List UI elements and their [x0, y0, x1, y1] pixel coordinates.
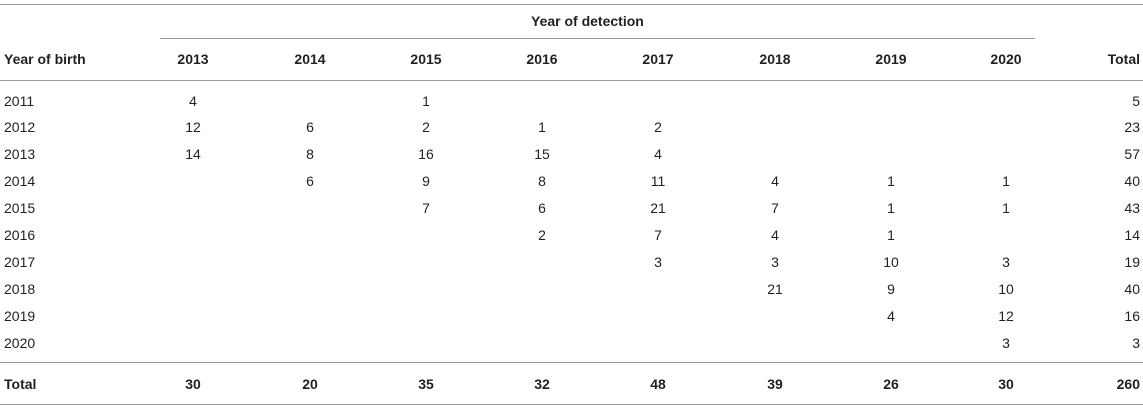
- table-cell: 21: [767, 281, 783, 297]
- row-total: 40: [1124, 281, 1140, 297]
- column-header-2019: 2019: [875, 51, 907, 67]
- table-cell: 9: [887, 281, 895, 297]
- table-cell: 7: [771, 200, 779, 216]
- column-header-2013: 2013: [177, 51, 209, 67]
- row-header: Year of birth: [4, 51, 86, 67]
- row-label: 2011: [4, 93, 35, 109]
- table-cell: 3: [771, 254, 779, 270]
- table-cell: 12: [998, 308, 1014, 324]
- totals-label: Total: [4, 376, 37, 392]
- row-total: 5: [1132, 93, 1140, 109]
- row-total: 19: [1124, 254, 1140, 270]
- table-cell: 4: [771, 173, 779, 189]
- column-total: 48: [650, 376, 666, 392]
- row-label: 2017: [4, 254, 36, 270]
- table-cell: 6: [306, 119, 314, 135]
- table-cell: 3: [1002, 335, 1010, 351]
- row-label: 2012: [4, 119, 36, 135]
- column-header-2018: 2018: [759, 51, 791, 67]
- total-header: Total: [1107, 51, 1140, 67]
- column-total: 32: [534, 376, 550, 392]
- table-cell: 2: [538, 227, 546, 243]
- table-cell: 10: [883, 254, 899, 270]
- table-cell: 16: [418, 146, 434, 162]
- table-cell: 21: [650, 200, 666, 216]
- row-label: 2018: [4, 281, 36, 297]
- table-cell: 1: [1002, 200, 1010, 216]
- column-header-2020: 2020: [990, 51, 1022, 67]
- table-cell: 4: [771, 227, 779, 243]
- table-cell: 6: [306, 173, 314, 189]
- table-cell: 3: [654, 254, 662, 270]
- table-cell: 7: [422, 200, 430, 216]
- table-cell: 7: [654, 227, 662, 243]
- row-label: 2014: [4, 173, 36, 189]
- column-header-2017: 2017: [642, 51, 674, 67]
- grand-total: 260: [1116, 376, 1140, 392]
- table-cell: 15: [534, 146, 550, 162]
- table-cell: 11: [650, 173, 666, 189]
- row-total: 43: [1124, 200, 1140, 216]
- row-total: 3: [1132, 335, 1140, 351]
- column-total: 30: [185, 376, 201, 392]
- column-total: 30: [998, 376, 1014, 392]
- table-cell: 4: [189, 93, 197, 109]
- table-cell: 12: [185, 119, 201, 135]
- table-cell: 6: [538, 200, 546, 216]
- group-header: Year of detection: [531, 13, 644, 29]
- row-total: 16: [1124, 308, 1140, 324]
- row-label: 2016: [4, 227, 36, 243]
- row-total: 23: [1124, 119, 1140, 135]
- table-cell: 1: [422, 93, 430, 109]
- table-cell: 9: [422, 173, 430, 189]
- table-cell: 1: [887, 173, 895, 189]
- row-label: 2015: [4, 200, 36, 216]
- column-total: 26: [883, 376, 899, 392]
- row-label: 2019: [4, 308, 36, 324]
- row-label: 2020: [4, 335, 36, 351]
- bottom-rule: [0, 404, 1143, 405]
- row-label: 2013: [4, 146, 36, 162]
- table-cell: 4: [654, 146, 662, 162]
- column-header-2015: 2015: [410, 51, 442, 67]
- column-total: 39: [767, 376, 783, 392]
- table-cell: 14: [185, 146, 201, 162]
- group-subrule: [160, 38, 1035, 39]
- table-cell: 4: [887, 308, 895, 324]
- top-rule: [0, 4, 1143, 5]
- row-total: 14: [1124, 227, 1140, 243]
- table-cell: 10: [998, 281, 1014, 297]
- header-rule: [0, 80, 1143, 81]
- table-cell: 1: [887, 227, 895, 243]
- row-total: 40: [1124, 173, 1140, 189]
- table-cell: 8: [538, 173, 546, 189]
- table-cell: 1: [1002, 173, 1010, 189]
- totals-rule: [0, 362, 1143, 363]
- table-cell: 3: [1002, 254, 1010, 270]
- column-header-2016: 2016: [526, 51, 558, 67]
- column-total: 35: [418, 376, 434, 392]
- table-cell: 1: [538, 119, 546, 135]
- row-total: 57: [1124, 146, 1140, 162]
- table-cell: 2: [654, 119, 662, 135]
- column-total: 20: [302, 376, 318, 392]
- table-cell: 8: [306, 146, 314, 162]
- table-cell: 2: [422, 119, 430, 135]
- table-cell: 1: [887, 200, 895, 216]
- column-header-2014: 2014: [294, 51, 326, 67]
